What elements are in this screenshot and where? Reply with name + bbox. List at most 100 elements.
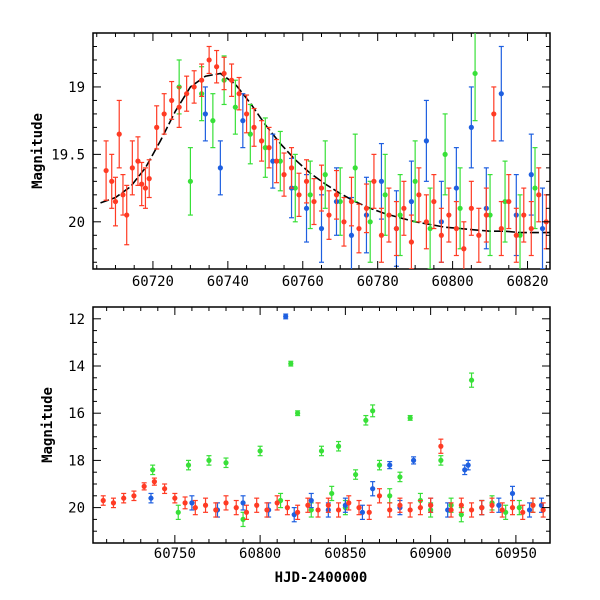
data-point-red: [281, 172, 287, 178]
data-point-red: [491, 111, 497, 117]
data-point-green: [516, 505, 522, 511]
data-point-red: [221, 70, 227, 77]
data-point-green: [382, 192, 388, 198]
data-point-red: [423, 219, 429, 225]
data-point-red: [172, 495, 178, 501]
data-point-green: [442, 151, 448, 157]
data-point-red: [315, 507, 321, 513]
top-panel: 60720 60740 60760 60780 60800 60820 1919.520 …: [30, 32, 551, 290]
data-point-red: [311, 198, 317, 205]
series-blue: [148, 313, 545, 523]
data-point-red: [303, 178, 310, 184]
data-point-green: [335, 443, 342, 449]
data-point-red: [416, 192, 422, 198]
data-point-blue: [526, 507, 533, 513]
data-point-red: [521, 212, 527, 218]
data-point-red: [176, 104, 182, 110]
data-point-red: [199, 77, 205, 83]
x-tick-label: 60820: [506, 274, 548, 290]
top-x-tick-labels: 60720 60740 60760 60780 60800 60820: [132, 274, 549, 290]
data-point-red: [341, 219, 347, 225]
x-tick-label: 60740: [207, 274, 249, 290]
data-point-green: [353, 471, 359, 478]
data-point-green: [295, 410, 301, 416]
data-point-red: [192, 505, 198, 511]
data-point-red: [397, 502, 403, 508]
data-point-red: [243, 111, 250, 117]
x-tick-label: 60750: [154, 546, 196, 562]
top-y-axis-title: Magnitude: [30, 113, 46, 189]
data-point-blue: [202, 111, 208, 117]
series-green: [150, 360, 536, 528]
data-point-green: [206, 457, 212, 463]
data-point-red: [266, 145, 272, 151]
data-point-red: [333, 192, 340, 198]
data-point-red: [258, 138, 265, 144]
data-point-red: [264, 507, 270, 513]
data-point-red: [371, 178, 377, 184]
data-point-red: [431, 198, 437, 205]
data-point-red: [356, 225, 362, 232]
data-point-green: [337, 198, 343, 205]
data-point-red: [386, 212, 392, 218]
data-point-red: [146, 176, 152, 182]
data-point-red: [476, 232, 482, 238]
data-point-red: [121, 495, 127, 501]
data-point-red: [326, 212, 332, 218]
data-point-green: [187, 178, 193, 184]
data-point-blue: [498, 91, 504, 97]
data-point-red: [228, 77, 235, 83]
y-tick-label: 12: [68, 312, 85, 328]
data-point-red: [363, 205, 370, 211]
data-point-red: [112, 198, 119, 205]
data-point-red: [169, 97, 175, 104]
bottom-x-axis-title: HJD-2400000: [275, 570, 368, 586]
data-point-green: [487, 212, 493, 218]
data-point-blue: [509, 490, 516, 497]
x-tick-label: 60780: [357, 274, 399, 290]
data-point-blue: [240, 118, 246, 124]
data-point-blue: [410, 457, 417, 463]
data-point-red: [540, 507, 546, 513]
data-point-red: [520, 509, 526, 515]
bottom-y-tick-labels: 12 14 16 18 20: [68, 312, 85, 517]
data-point-red: [376, 493, 383, 499]
data-point-red: [348, 198, 355, 205]
data-point-blue: [462, 467, 468, 473]
data-point-blue: [359, 509, 366, 515]
data-point-red: [366, 509, 372, 515]
data-point-red: [295, 509, 301, 515]
data-point-red: [513, 232, 519, 238]
data-point-blue: [308, 497, 314, 504]
data-point-green: [458, 512, 464, 518]
data-point-red: [214, 64, 220, 70]
y-tick-label: 19.5: [51, 147, 85, 163]
y-tick-label: 20: [68, 501, 85, 517]
data-point-red: [161, 111, 167, 117]
data-point-red: [489, 502, 495, 508]
data-point-blue: [189, 500, 195, 506]
data-point-blue: [528, 172, 534, 178]
y-tick-label: 20: [68, 215, 85, 231]
data-point-red: [191, 84, 197, 90]
data-point-red: [401, 205, 407, 211]
data-point-green: [223, 460, 229, 466]
data-point-blue: [387, 462, 393, 468]
data-point-red: [103, 167, 109, 174]
data-point-blue: [318, 225, 325, 232]
bottom-x-tick-labels: 60750 60800 60850 60900 60950: [154, 546, 537, 562]
data-point-red: [305, 502, 311, 508]
data-point-red: [110, 500, 117, 506]
data-point-green: [532, 185, 538, 191]
data-point-red: [284, 505, 290, 511]
data-point-red: [335, 507, 342, 513]
data-point-red: [124, 212, 130, 218]
data-point-green: [185, 462, 192, 468]
data-point-blue: [468, 124, 474, 130]
bottom-panel: 60750 60800 60850 60900 60950 12 14 16 18 20 Mag…: [40, 306, 551, 586]
top-ticks: [93, 32, 550, 269]
data-point-green: [262, 145, 268, 151]
data-point-red: [251, 124, 257, 130]
data-point-red: [417, 505, 424, 511]
